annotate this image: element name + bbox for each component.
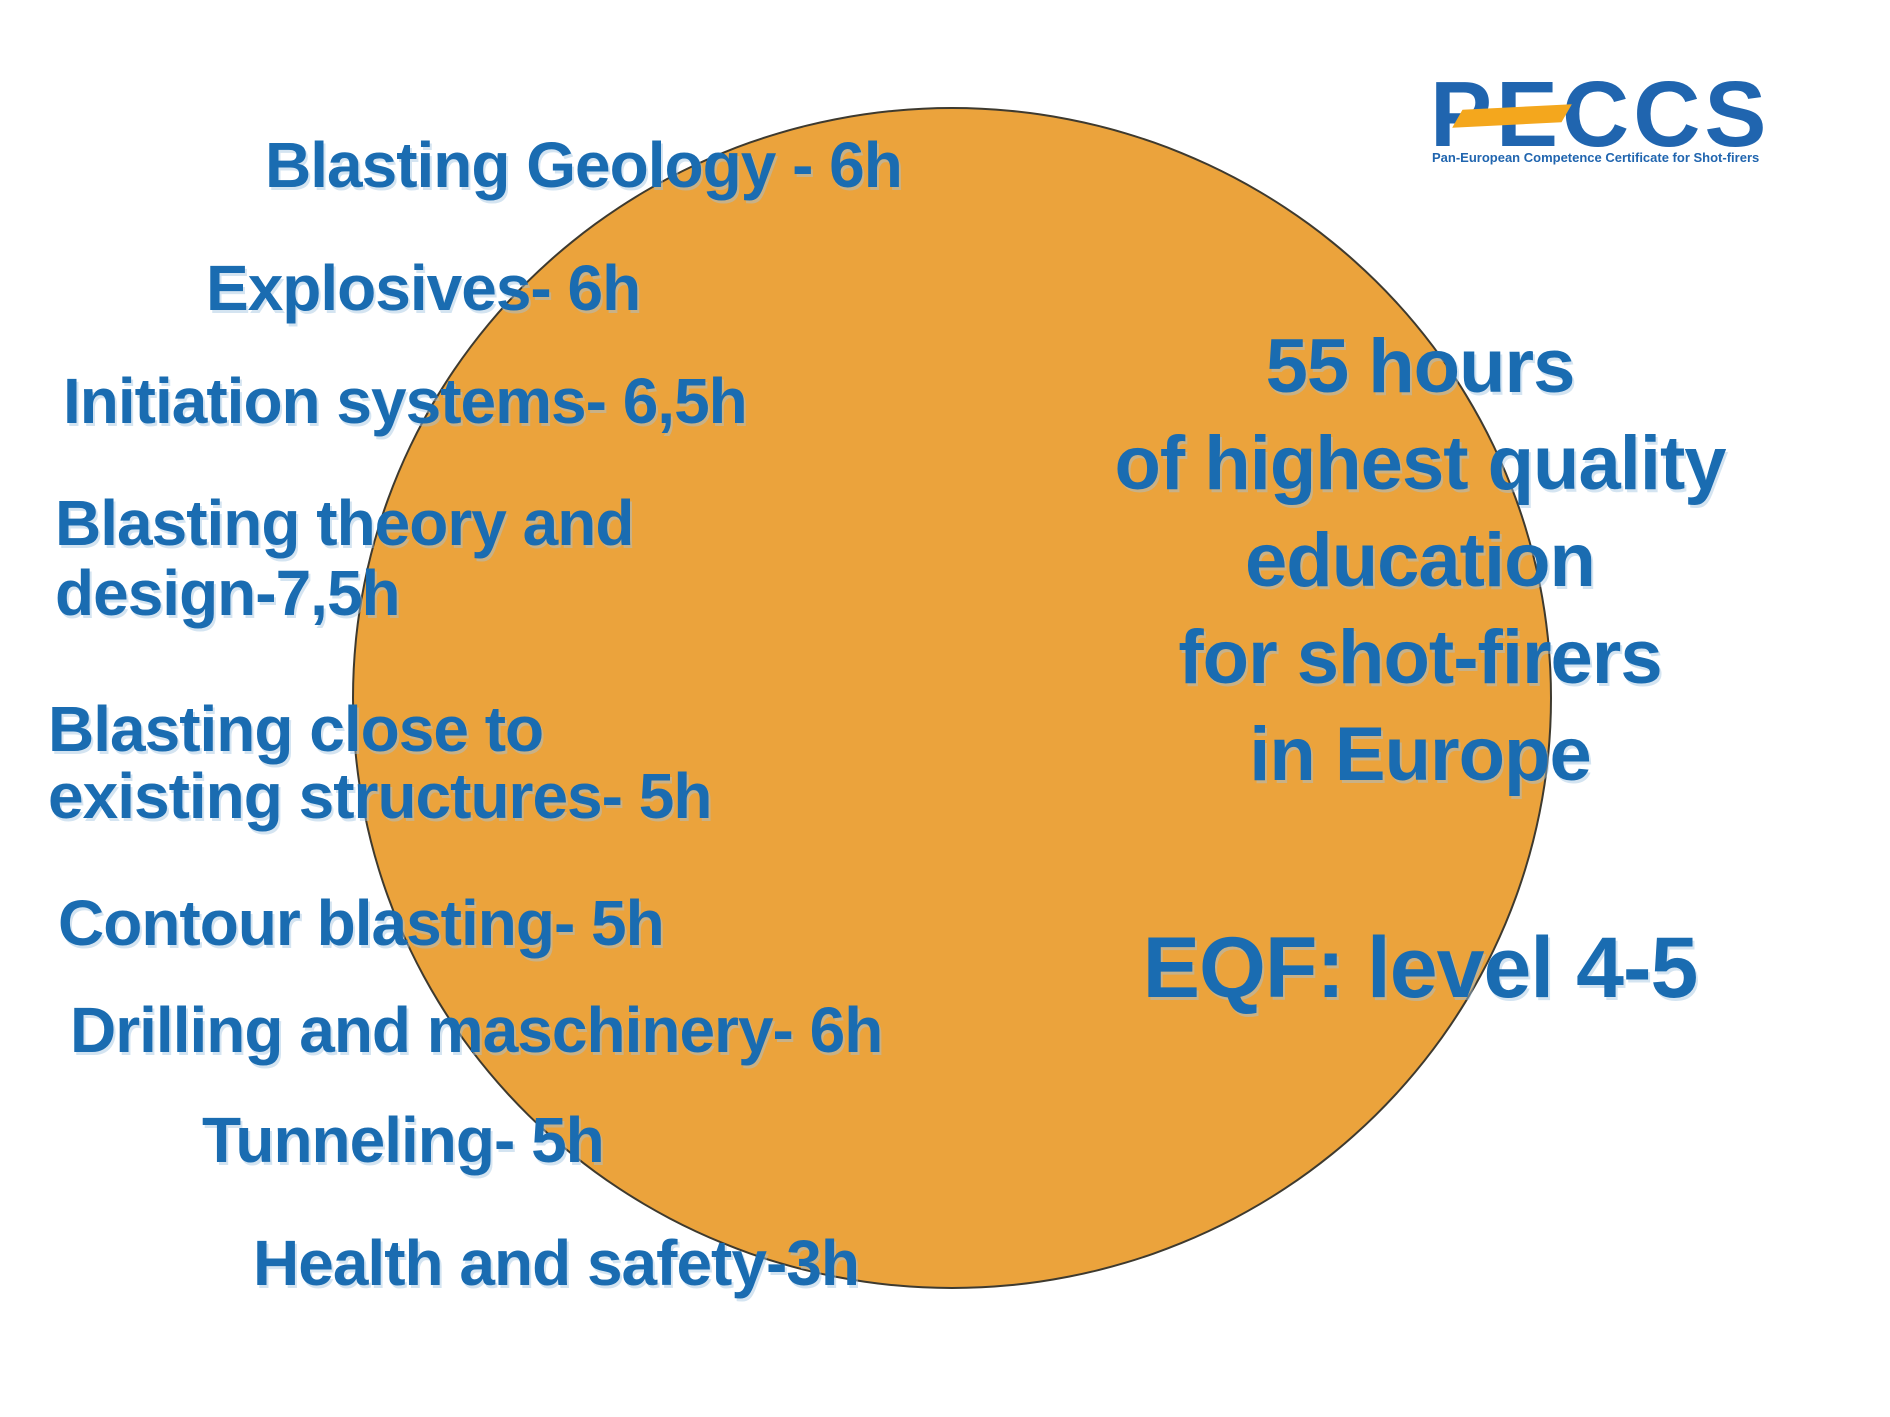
topic-drilling-maschinery: Drilling and maschinery- 6h <box>70 994 883 1066</box>
topic-explosives: Explosives- 6h <box>206 252 641 324</box>
topic-health-safety: Health and safety-3h <box>253 1227 860 1299</box>
peccs-logo-tagline: Pan-European Competence Certificate for … <box>1432 150 1760 165</box>
course-circle <box>352 107 1552 1289</box>
topic-blasting-close-structures: Blasting close to existing structures- 5… <box>48 693 712 832</box>
topic-tunneling: Tunneling- 5h <box>202 1104 605 1176</box>
topic-initiation-systems: Initiation systems- 6,5h <box>63 365 748 437</box>
topic-blasting-geology: Blasting Geology - 6h <box>265 129 903 201</box>
topic-contour-blasting: Contour blasting- 5h <box>58 887 665 959</box>
peccs-logo: PECCS Pan-European Competence Certificat… <box>1430 68 1790 168</box>
eqf-level-label: EQF: level 4-5 <box>1142 920 1699 1016</box>
topic-blasting-theory-design: Blasting theory and design-7,5h <box>55 487 634 629</box>
highlight-text: 55 hours of highest quality education fo… <box>1114 324 1726 797</box>
